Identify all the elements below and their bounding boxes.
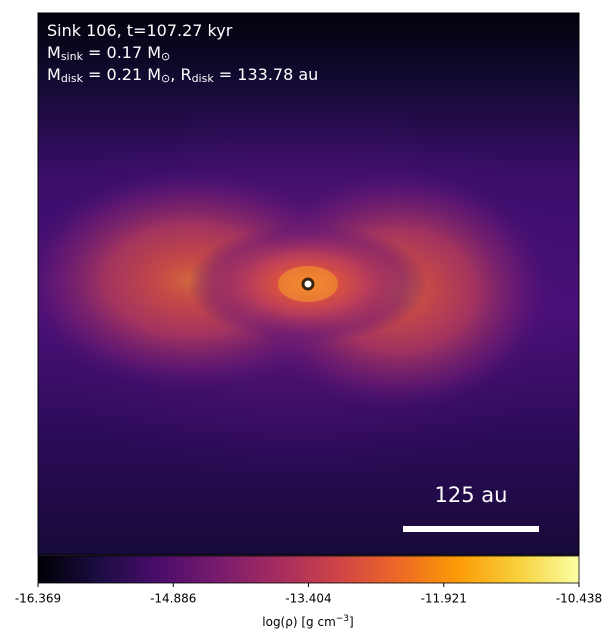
colorbar-axis: -16.369 -14.886 -13.404 -11.921 -10.438 (15, 583, 602, 606)
annotation-subscript: disk (61, 72, 84, 85)
annotation-subscript: ⊙ (161, 50, 170, 63)
annotation-text: Sink 106, t=107.27 kyr (47, 21, 233, 40)
annotation-text: = 133.78 au (214, 65, 319, 84)
annotation-text: , R (170, 65, 191, 84)
plot-frame (37, 12, 580, 556)
label-superscript: −3 (336, 614, 349, 624)
annotation-text: M (47, 43, 61, 62)
scale-bar-label: 125 au (435, 483, 508, 507)
annotation-subscript: disk (192, 72, 215, 85)
annotation: Mdisk = 0.21 M⊙, Rdisk = 133.78 au (47, 65, 318, 86)
annotation: Sink 106, t=107.27 kyr (47, 21, 233, 40)
annotation-subscript: sink (61, 50, 84, 63)
colorbar (37, 555, 580, 584)
scale-bar (403, 526, 539, 532)
tick-label: -10.438 (556, 592, 602, 606)
tick-label: -11.921 (421, 592, 467, 606)
label-text: log(ρ) [g cm (262, 615, 336, 629)
density-map (38, 13, 579, 555)
colorbar-label: log(ρ) [g cm−3] (262, 614, 353, 629)
sink-marker (301, 277, 315, 291)
annotation-subscript: ⊙ (161, 72, 170, 85)
annotation: Msink = 0.17 M⊙ (47, 43, 170, 64)
tick-label: -16.369 (15, 592, 61, 606)
label-text: ] (349, 615, 354, 629)
annotation-text: M (47, 65, 61, 84)
tick-label: -14.886 (150, 592, 196, 606)
tick-label: -13.404 (285, 592, 331, 606)
annotation-text: = 0.21 M (83, 65, 161, 84)
annotation-text: = 0.17 M (83, 43, 161, 62)
